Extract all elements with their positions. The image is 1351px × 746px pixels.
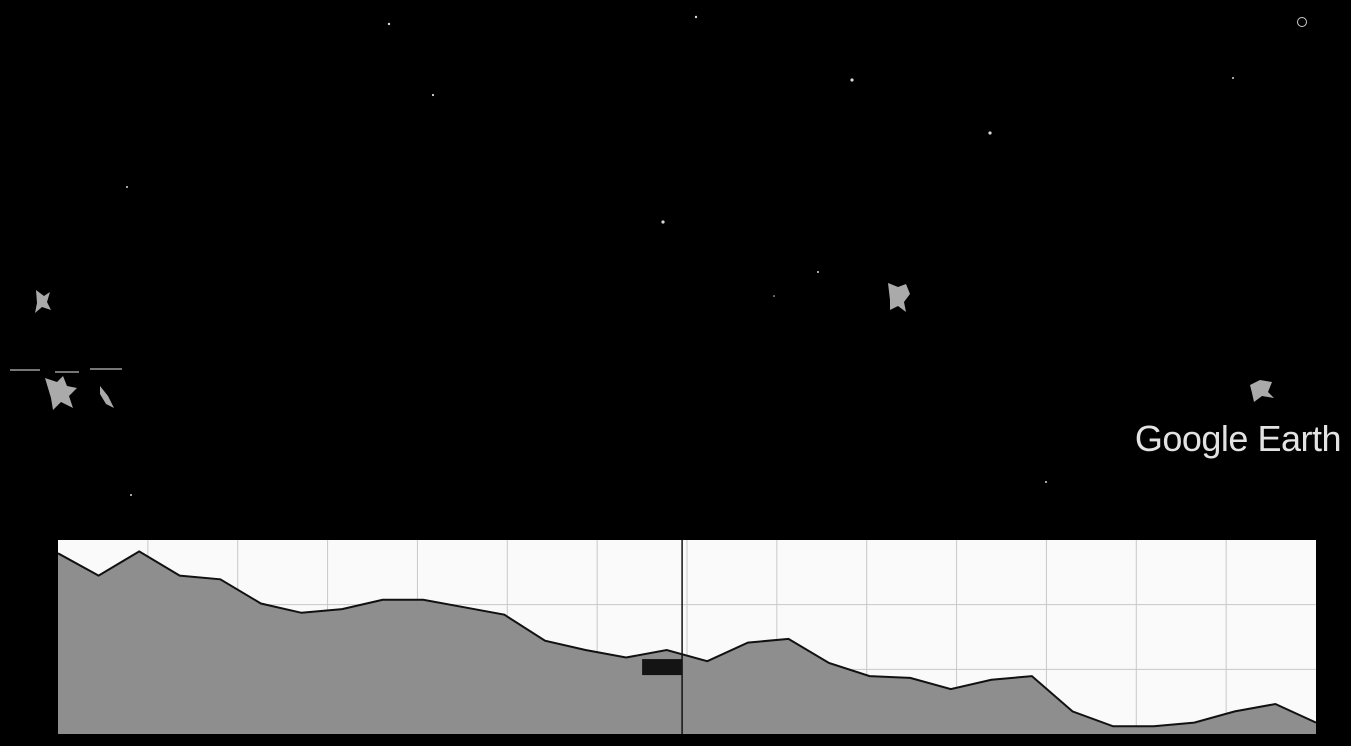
elevation-line bbox=[58, 550, 1316, 728]
position-marker[interactable] bbox=[642, 659, 683, 676]
elevation-profile-panel[interactable] bbox=[58, 540, 1316, 734]
compass-icon[interactable] bbox=[1297, 17, 1307, 27]
google-earth-watermark: Google Earth bbox=[1134, 418, 1342, 459]
elevation-profile-graph[interactable] bbox=[58, 540, 1316, 734]
elevation-area bbox=[58, 551, 1316, 734]
